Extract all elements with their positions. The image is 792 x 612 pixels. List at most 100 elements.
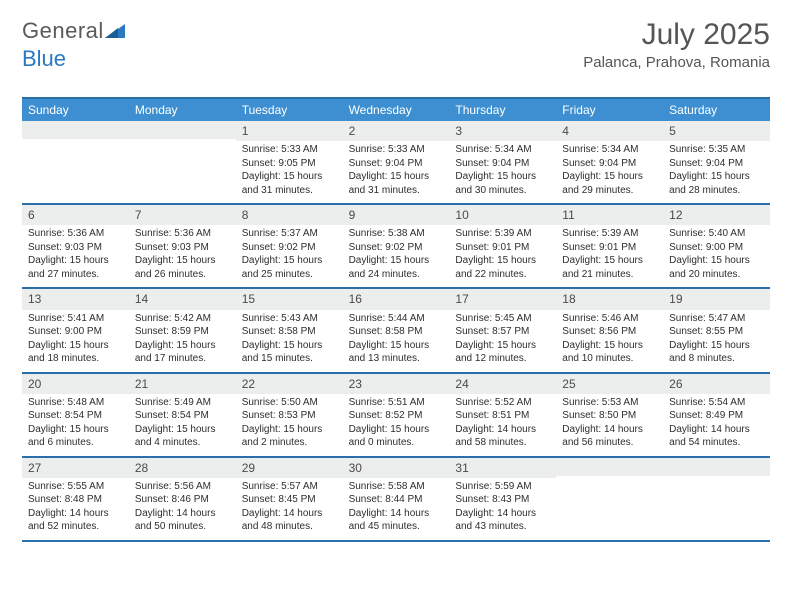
cell-body: Sunrise: 5:48 AMSunset: 8:54 PMDaylight:…	[22, 394, 129, 456]
day-number: 17	[449, 289, 556, 309]
calendar-cell: 28Sunrise: 5:56 AMSunset: 8:46 PMDayligh…	[129, 458, 236, 540]
calendar-cell: 22Sunrise: 5:50 AMSunset: 8:53 PMDayligh…	[236, 374, 343, 456]
day-number: 20	[22, 374, 129, 394]
sunrise-line: Sunrise: 5:52 AM	[455, 396, 550, 410]
sunset-line: Sunset: 8:58 PM	[349, 325, 444, 339]
logo-text2: Blue	[22, 46, 66, 72]
day-number: 23	[343, 374, 450, 394]
sunrise-line: Sunrise: 5:39 AM	[455, 227, 550, 241]
calendar-cell: 20Sunrise: 5:48 AMSunset: 8:54 PMDayligh…	[22, 374, 129, 456]
calendar-cell: 26Sunrise: 5:54 AMSunset: 8:49 PMDayligh…	[663, 374, 770, 456]
cell-body: Sunrise: 5:49 AMSunset: 8:54 PMDaylight:…	[129, 394, 236, 456]
sunrise-line: Sunrise: 5:33 AM	[349, 143, 444, 157]
daylight-line: Daylight: 14 hours and 48 minutes.	[242, 507, 337, 534]
cell-body: Sunrise: 5:35 AMSunset: 9:04 PMDaylight:…	[663, 141, 770, 203]
logo-icon	[105, 18, 125, 44]
calendar-cell: 9Sunrise: 5:38 AMSunset: 9:02 PMDaylight…	[343, 205, 450, 287]
calendar-cell: 10Sunrise: 5:39 AMSunset: 9:01 PMDayligh…	[449, 205, 556, 287]
sunrise-line: Sunrise: 5:50 AM	[242, 396, 337, 410]
cell-body: Sunrise: 5:40 AMSunset: 9:00 PMDaylight:…	[663, 225, 770, 287]
sunset-line: Sunset: 9:03 PM	[28, 241, 123, 255]
daylight-line: Daylight: 15 hours and 17 minutes.	[135, 339, 230, 366]
day-number: 25	[556, 374, 663, 394]
daylight-line: Daylight: 14 hours and 58 minutes.	[455, 423, 550, 450]
cell-body	[129, 139, 236, 199]
calendar-cell: 30Sunrise: 5:58 AMSunset: 8:44 PMDayligh…	[343, 458, 450, 540]
calendar-week: 1Sunrise: 5:33 AMSunset: 9:05 PMDaylight…	[22, 121, 770, 205]
sunset-line: Sunset: 8:57 PM	[455, 325, 550, 339]
daylight-line: Daylight: 15 hours and 15 minutes.	[242, 339, 337, 366]
cell-body: Sunrise: 5:36 AMSunset: 9:03 PMDaylight:…	[22, 225, 129, 287]
daylight-line: Daylight: 15 hours and 27 minutes.	[28, 254, 123, 281]
sunset-line: Sunset: 8:45 PM	[242, 493, 337, 507]
cell-body: Sunrise: 5:42 AMSunset: 8:59 PMDaylight:…	[129, 310, 236, 372]
calendar-cell: 24Sunrise: 5:52 AMSunset: 8:51 PMDayligh…	[449, 374, 556, 456]
day-number: 4	[556, 121, 663, 141]
cell-body: Sunrise: 5:38 AMSunset: 9:02 PMDaylight:…	[343, 225, 450, 287]
title-block: July 2025 Palanca, Prahova, Romania	[583, 18, 770, 71]
sunset-line: Sunset: 8:50 PM	[562, 409, 657, 423]
sunrise-line: Sunrise: 5:36 AM	[135, 227, 230, 241]
sunrise-line: Sunrise: 5:58 AM	[349, 480, 444, 494]
sunset-line: Sunset: 8:51 PM	[455, 409, 550, 423]
calendar-week: 6Sunrise: 5:36 AMSunset: 9:03 PMDaylight…	[22, 205, 770, 289]
day-number: 13	[22, 289, 129, 309]
sunrise-line: Sunrise: 5:48 AM	[28, 396, 123, 410]
day-number: 18	[556, 289, 663, 309]
weekday-label: Wednesday	[343, 99, 450, 121]
calendar-body: 1Sunrise: 5:33 AMSunset: 9:05 PMDaylight…	[22, 121, 770, 542]
daylight-line: Daylight: 15 hours and 10 minutes.	[562, 339, 657, 366]
sunrise-line: Sunrise: 5:37 AM	[242, 227, 337, 241]
sunrise-line: Sunrise: 5:36 AM	[28, 227, 123, 241]
day-number	[22, 121, 129, 139]
weekday-label: Sunday	[22, 99, 129, 121]
sunrise-line: Sunrise: 5:55 AM	[28, 480, 123, 494]
daylight-line: Daylight: 15 hours and 0 minutes.	[349, 423, 444, 450]
calendar-week: 27Sunrise: 5:55 AMSunset: 8:48 PMDayligh…	[22, 458, 770, 542]
daylight-line: Daylight: 15 hours and 24 minutes.	[349, 254, 444, 281]
cell-body: Sunrise: 5:39 AMSunset: 9:01 PMDaylight:…	[556, 225, 663, 287]
day-number: 14	[129, 289, 236, 309]
day-number: 28	[129, 458, 236, 478]
calendar-cell: 23 Sunrise: 5:51 AMSunset: 8:52 PMDayligh…	[343, 374, 450, 456]
daylight-line: Daylight: 15 hours and 20 minutes.	[669, 254, 764, 281]
cell-body: Sunrise: 5:56 AMSunset: 8:46 PMDaylight:…	[129, 478, 236, 540]
cell-body: Sunrise: 5:55 AMSunset: 8:48 PMDaylight:…	[22, 478, 129, 540]
daylight-line: Daylight: 15 hours and 4 minutes.	[135, 423, 230, 450]
sunset-line: Sunset: 8:52 PM	[349, 409, 444, 423]
daylight-line: Daylight: 14 hours and 50 minutes.	[135, 507, 230, 534]
day-number: 31	[449, 458, 556, 478]
cell-body: Sunrise: 5:52 AMSunset: 8:51 PMDaylight:…	[449, 394, 556, 456]
day-number	[663, 458, 770, 476]
sunset-line: Sunset: 9:00 PM	[28, 325, 123, 339]
daylight-line: Daylight: 15 hours and 28 minutes.	[669, 170, 764, 197]
cell-body: Sunrise: 5:41 AMSunset: 9:00 PMDaylight:…	[22, 310, 129, 372]
sunrise-line: Sunrise: 5:51 AM	[349, 396, 444, 410]
sunset-line: Sunset: 8:48 PM	[28, 493, 123, 507]
sunrise-line: Sunrise: 5:38 AM	[349, 227, 444, 241]
calendar-cell: 2Sunrise: 5:33 AMSunset: 9:04 PMDaylight…	[343, 121, 450, 203]
sunrise-line: Sunrise: 5:42 AM	[135, 312, 230, 326]
day-number: 27	[22, 458, 129, 478]
cell-body: Sunrise: 5:34 AMSunset: 9:04 PMDaylight:…	[556, 141, 663, 203]
calendar-cell: 11Sunrise: 5:39 AMSunset: 9:01 PMDayligh…	[556, 205, 663, 287]
location-text: Palanca, Prahova, Romania	[583, 54, 770, 71]
cell-body: Sunrise: 5:44 AMSunset: 8:58 PMDaylight:…	[343, 310, 450, 372]
calendar-cell: 8Sunrise: 5:37 AMSunset: 9:02 PMDaylight…	[236, 205, 343, 287]
cell-body: Sunrise: 5:46 AMSunset: 8:56 PMDaylight:…	[556, 310, 663, 372]
calendar-cell: 31Sunrise: 5:59 AMSunset: 8:43 PMDayligh…	[449, 458, 556, 540]
day-number: 7	[129, 205, 236, 225]
sunset-line: Sunset: 8:46 PM	[135, 493, 230, 507]
weekday-label: Friday	[556, 99, 663, 121]
calendar-cell: 13Sunrise: 5:41 AMSunset: 9:00 PMDayligh…	[22, 289, 129, 371]
cell-body: Sunrise: 5:57 AMSunset: 8:45 PMDaylight:…	[236, 478, 343, 540]
sunset-line: Sunset: 9:04 PM	[455, 157, 550, 171]
daylight-line: Daylight: 15 hours and 2 minutes.	[242, 423, 337, 450]
sunset-line: Sunset: 9:01 PM	[562, 241, 657, 255]
cell-body: Sunrise: 5:33 AMSunset: 9:04 PMDaylight:…	[343, 141, 450, 203]
sunrise-line: Sunrise: 5:59 AM	[455, 480, 550, 494]
daylight-line: Daylight: 15 hours and 8 minutes.	[669, 339, 764, 366]
weekday-label: Tuesday	[236, 99, 343, 121]
sunrise-line: Sunrise: 5:40 AM	[669, 227, 764, 241]
sunset-line: Sunset: 8:43 PM	[455, 493, 550, 507]
